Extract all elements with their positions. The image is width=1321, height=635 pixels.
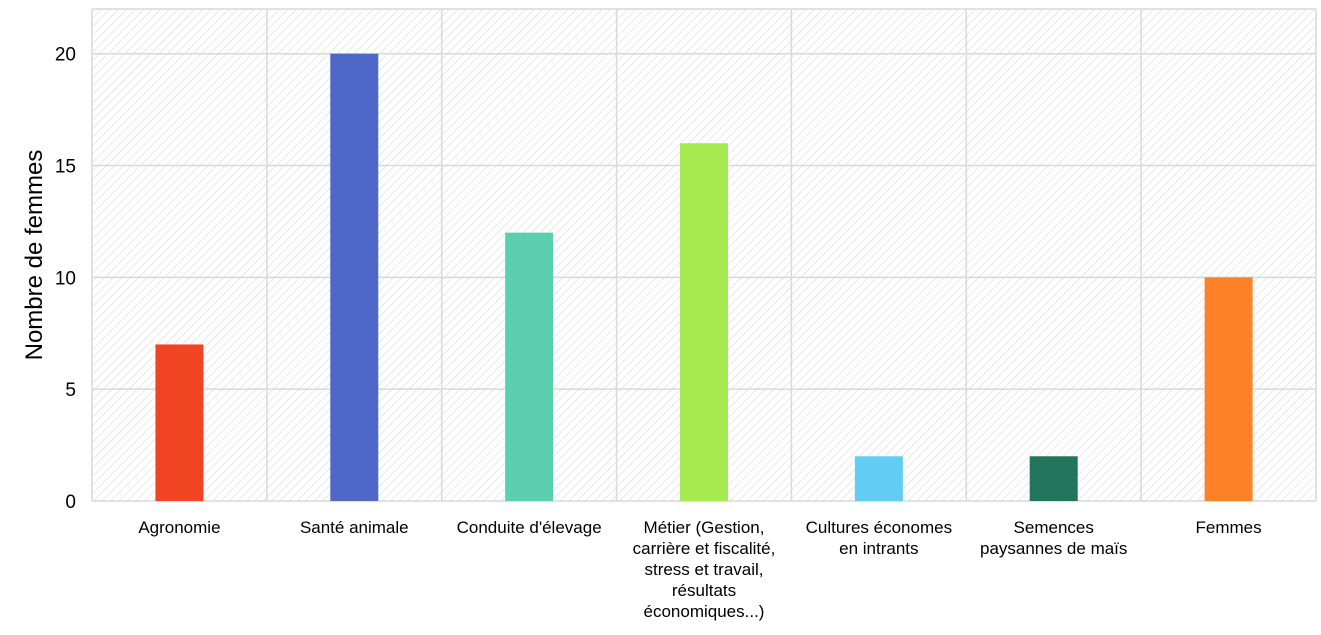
bar xyxy=(854,456,903,501)
y-tick-label: 5 xyxy=(65,380,76,401)
x-tick-label: Femmes xyxy=(1195,518,1262,537)
x-tick-label: Agronomie xyxy=(138,518,221,537)
y-tick-label: 0 xyxy=(65,492,76,513)
x-tick-label: Métier (Gestion, carrière et fiscalité, … xyxy=(632,518,776,621)
bars xyxy=(155,53,1253,502)
bar xyxy=(1204,277,1253,501)
x-tick-label: Santé animale xyxy=(299,518,409,537)
bar xyxy=(505,232,554,502)
x-tick-label: Conduite d'élevage xyxy=(456,518,602,537)
y-axis-ticks: 0 5 10 15 20 xyxy=(55,45,76,513)
bar xyxy=(330,53,379,502)
bar xyxy=(1029,456,1078,501)
y-axis-title: Nombre de femmes xyxy=(21,150,48,361)
bar xyxy=(680,143,728,501)
x-tick-label: Semences paysannes de maïs xyxy=(979,518,1128,558)
y-tick-label: 15 xyxy=(55,157,76,178)
x-tick-label: Cultures économes en intrants xyxy=(805,518,953,558)
y-tick-label: 10 xyxy=(55,268,76,289)
bar xyxy=(155,344,204,501)
y-tick-label: 20 xyxy=(55,45,76,66)
